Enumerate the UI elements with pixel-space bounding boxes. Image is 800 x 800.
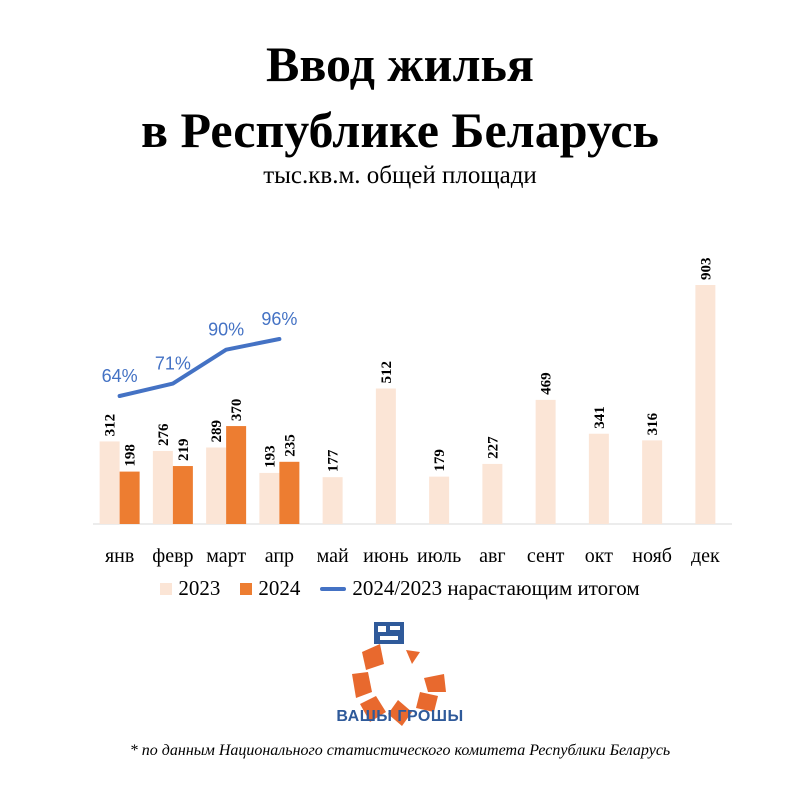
chart-subtitle: тыс.кв.м. общей площади — [263, 162, 537, 189]
x-tick-label: март — [206, 545, 246, 567]
ratio-data-label: 96% — [261, 309, 297, 329]
legend-label-2024: 2024 — [258, 576, 301, 600]
x-tick-label: дек — [691, 545, 720, 567]
vashy-groshy-logo-icon — [352, 622, 446, 726]
data-label-2023: 341 — [592, 406, 608, 429]
bar-2023 — [695, 285, 716, 524]
legend-label-2023: 2023 — [178, 576, 221, 600]
bar-2023 — [259, 472, 280, 524]
bar-2023 — [429, 476, 450, 524]
data-label-2023: 312 — [103, 414, 119, 437]
x-tick-label: май — [317, 545, 349, 567]
legend-label-ratio: 2024/2023 нарастающим итогом — [352, 576, 640, 600]
data-label-2023: 289 — [209, 420, 225, 443]
chart-title-line2: в Республике Беларусь — [141, 102, 659, 158]
x-tick-label: июнь — [363, 545, 408, 567]
ratio-line — [117, 337, 282, 398]
bar-2024 — [172, 466, 193, 524]
bar-2023 — [588, 433, 609, 524]
x-tick-label: нояб — [632, 545, 672, 567]
chart-legend: 2023 2024 2024/2023 нарастающим итогом — [0, 576, 800, 601]
logo-text: ВАШЫ ГРОШЫ — [336, 708, 464, 725]
legend-item-2023: 2023 — [160, 576, 220, 601]
x-tick-label: февр — [152, 545, 193, 567]
x-tick-label: апр — [265, 545, 294, 567]
bar-2024 — [279, 461, 300, 524]
data-label-2024: 370 — [229, 399, 245, 422]
data-label-2023: 179 — [432, 449, 448, 472]
data-label-2023: 276 — [156, 423, 172, 446]
legend-item-2024: 2024 — [240, 576, 300, 601]
data-label-2023: 227 — [485, 436, 501, 459]
bar-2023 — [322, 477, 343, 524]
data-label-2023: 177 — [326, 449, 342, 472]
bar-2024 — [226, 426, 247, 524]
legend-swatch-2023 — [160, 582, 173, 595]
bar-2023 — [535, 399, 556, 524]
data-label-2023: 469 — [539, 372, 555, 395]
chart-title-line1: Ввод жилья — [266, 36, 534, 92]
bar-2023 — [206, 447, 227, 524]
data-label-2023: 193 — [262, 445, 278, 468]
bar-2023 — [482, 463, 503, 524]
data-label-2024: 219 — [176, 439, 192, 462]
x-tick-label: окт — [585, 545, 613, 567]
x-tick-label: июль — [417, 545, 461, 567]
data-label-2023: 316 — [645, 412, 661, 435]
bar-2023 — [642, 440, 663, 524]
ratio-data-label: 64% — [102, 366, 138, 386]
data-label-2023: 512 — [379, 361, 395, 384]
x-tick-label: авг — [479, 545, 506, 567]
bar-2023 — [99, 441, 120, 524]
bar-2023 — [152, 450, 173, 524]
ratio-data-label: 90% — [208, 320, 244, 340]
data-label-2024: 198 — [123, 444, 139, 467]
legend-item-ratio: 2024/2023 нарастающим итогом — [320, 576, 640, 601]
x-tick-label: янв — [105, 545, 134, 567]
legend-swatch-ratio — [320, 586, 347, 591]
legend-swatch-2024 — [240, 582, 253, 595]
data-label-2024: 235 — [282, 434, 298, 457]
bar-2023 — [375, 388, 396, 524]
footnote: * по данным Национального статистическог… — [129, 742, 671, 759]
ratio-data-label: 71% — [155, 354, 191, 374]
bar-2024 — [119, 471, 140, 524]
data-label-2023: 903 — [698, 258, 714, 281]
x-tick-label: сент — [527, 545, 565, 567]
